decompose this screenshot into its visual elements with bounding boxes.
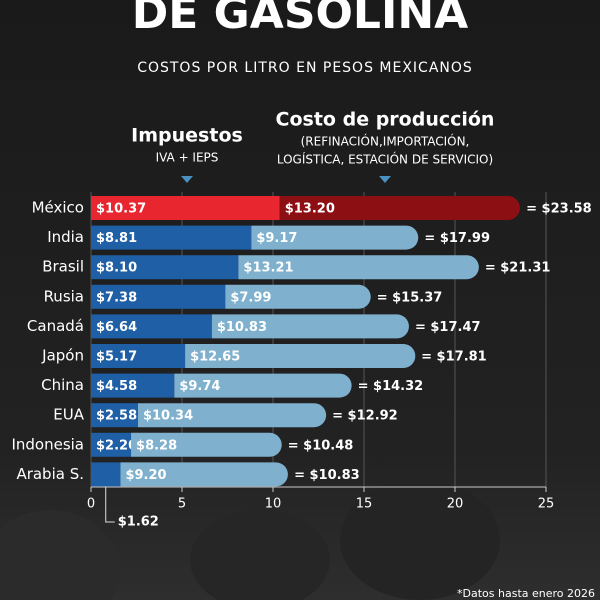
legend-note: LOGÍSTICA, ESTACIÓN DE SERVICIO) (277, 152, 493, 167)
total-label: = $15.37 (377, 290, 443, 305)
bar-segment (91, 432, 132, 457)
value-label: $8.10 (96, 261, 137, 276)
bar-segment (91, 314, 212, 339)
value-label: $10.83 (217, 320, 267, 335)
x-tick-label: 5 (178, 497, 186, 512)
bar-segment (185, 344, 416, 368)
total-label: = $17.81 (421, 350, 487, 365)
bar-segment (120, 462, 288, 487)
x-tick-label: 25 (538, 497, 555, 512)
x-tick-label: 10 (265, 497, 282, 512)
bar-segment (238, 255, 479, 280)
y-tick-label: Brasil (42, 258, 84, 276)
value-label: $9.74 (179, 379, 220, 394)
total-label: = $17.47 (415, 320, 481, 335)
value-label: $12.65 (190, 350, 240, 365)
chart-subtitle: COSTOS POR LITRO EN PESOS MEXICANOS (137, 60, 473, 76)
x-tick-label: 15 (356, 497, 373, 512)
barrel-decoration (340, 480, 500, 600)
barrel-decoration (190, 510, 330, 600)
value-label: $13.21 (243, 261, 293, 276)
legend-pointer (379, 176, 391, 183)
y-tick-label: China (41, 376, 84, 394)
y-tick-label: Canadá (27, 317, 84, 335)
bar-segment (91, 255, 239, 280)
bar-segment (251, 225, 419, 250)
bar-segment (91, 403, 138, 428)
legend-pointer (181, 176, 193, 183)
total-label: = $21.31 (485, 261, 551, 276)
bar-segment (211, 314, 409, 339)
chart-title: DE GASOLINA (132, 0, 468, 39)
y-tick-label: EUA (53, 406, 84, 424)
value-label: $8.28 (136, 438, 177, 453)
bar-segment (91, 196, 280, 220)
bar-segment (91, 344, 186, 368)
bar-segment (91, 462, 121, 487)
bar-segment (131, 432, 282, 457)
value-label: $13.20 (285, 202, 335, 217)
value-label: $1.62 (118, 515, 159, 530)
bar-segment (279, 196, 520, 220)
y-tick-label: Arabia S. (16, 465, 84, 483)
y-tick-label: Indonesia (11, 435, 84, 453)
value-label: $10.34 (143, 409, 193, 424)
legend-label: Costo de producción (276, 109, 495, 131)
total-label: = $10.48 (288, 438, 354, 453)
y-tick-label: México (32, 199, 84, 217)
y-tick-label: India (47, 228, 84, 246)
y-tick-label: Rusia (44, 287, 84, 305)
value-label: $7.99 (230, 290, 271, 305)
total-label: = $23.58 (526, 202, 592, 217)
total-label: = $10.83 (294, 468, 360, 483)
bar-segment (225, 284, 371, 309)
value-label: $2.20 (96, 438, 137, 453)
value-label: $6.64 (96, 320, 137, 335)
total-label: = $17.99 (424, 231, 490, 246)
total-label: = $14.32 (358, 379, 424, 394)
legend-label: Impuestos (131, 125, 243, 147)
y-tick-label: Japón (41, 347, 84, 365)
barrel-decoration (0, 510, 120, 600)
bar-segment (91, 225, 252, 250)
value-label: $10.37 (96, 202, 146, 217)
source-note: *Datos hasta enero 2026 (457, 587, 595, 600)
x-tick-label: 0 (87, 497, 95, 512)
value-label: $9.20 (125, 468, 166, 483)
legend-note: (REFINACIÓN,IMPORTACIÓN, (301, 134, 470, 149)
legend-note: IVA + IEPS (156, 151, 219, 165)
value-label: $8.81 (96, 231, 137, 246)
total-label: = $12.92 (332, 409, 398, 424)
bar-segment (91, 284, 226, 309)
callout-line (105, 486, 115, 523)
bar-segment (174, 373, 352, 398)
value-label: $4.58 (96, 379, 137, 394)
x-tick-label: 20 (447, 497, 464, 512)
value-label: $2.58 (96, 409, 137, 424)
value-label: $7.38 (96, 290, 137, 305)
bar-segment (91, 373, 175, 398)
bar-segment (137, 403, 327, 428)
value-label: $5.17 (96, 350, 137, 365)
value-label: $9.17 (256, 231, 297, 246)
